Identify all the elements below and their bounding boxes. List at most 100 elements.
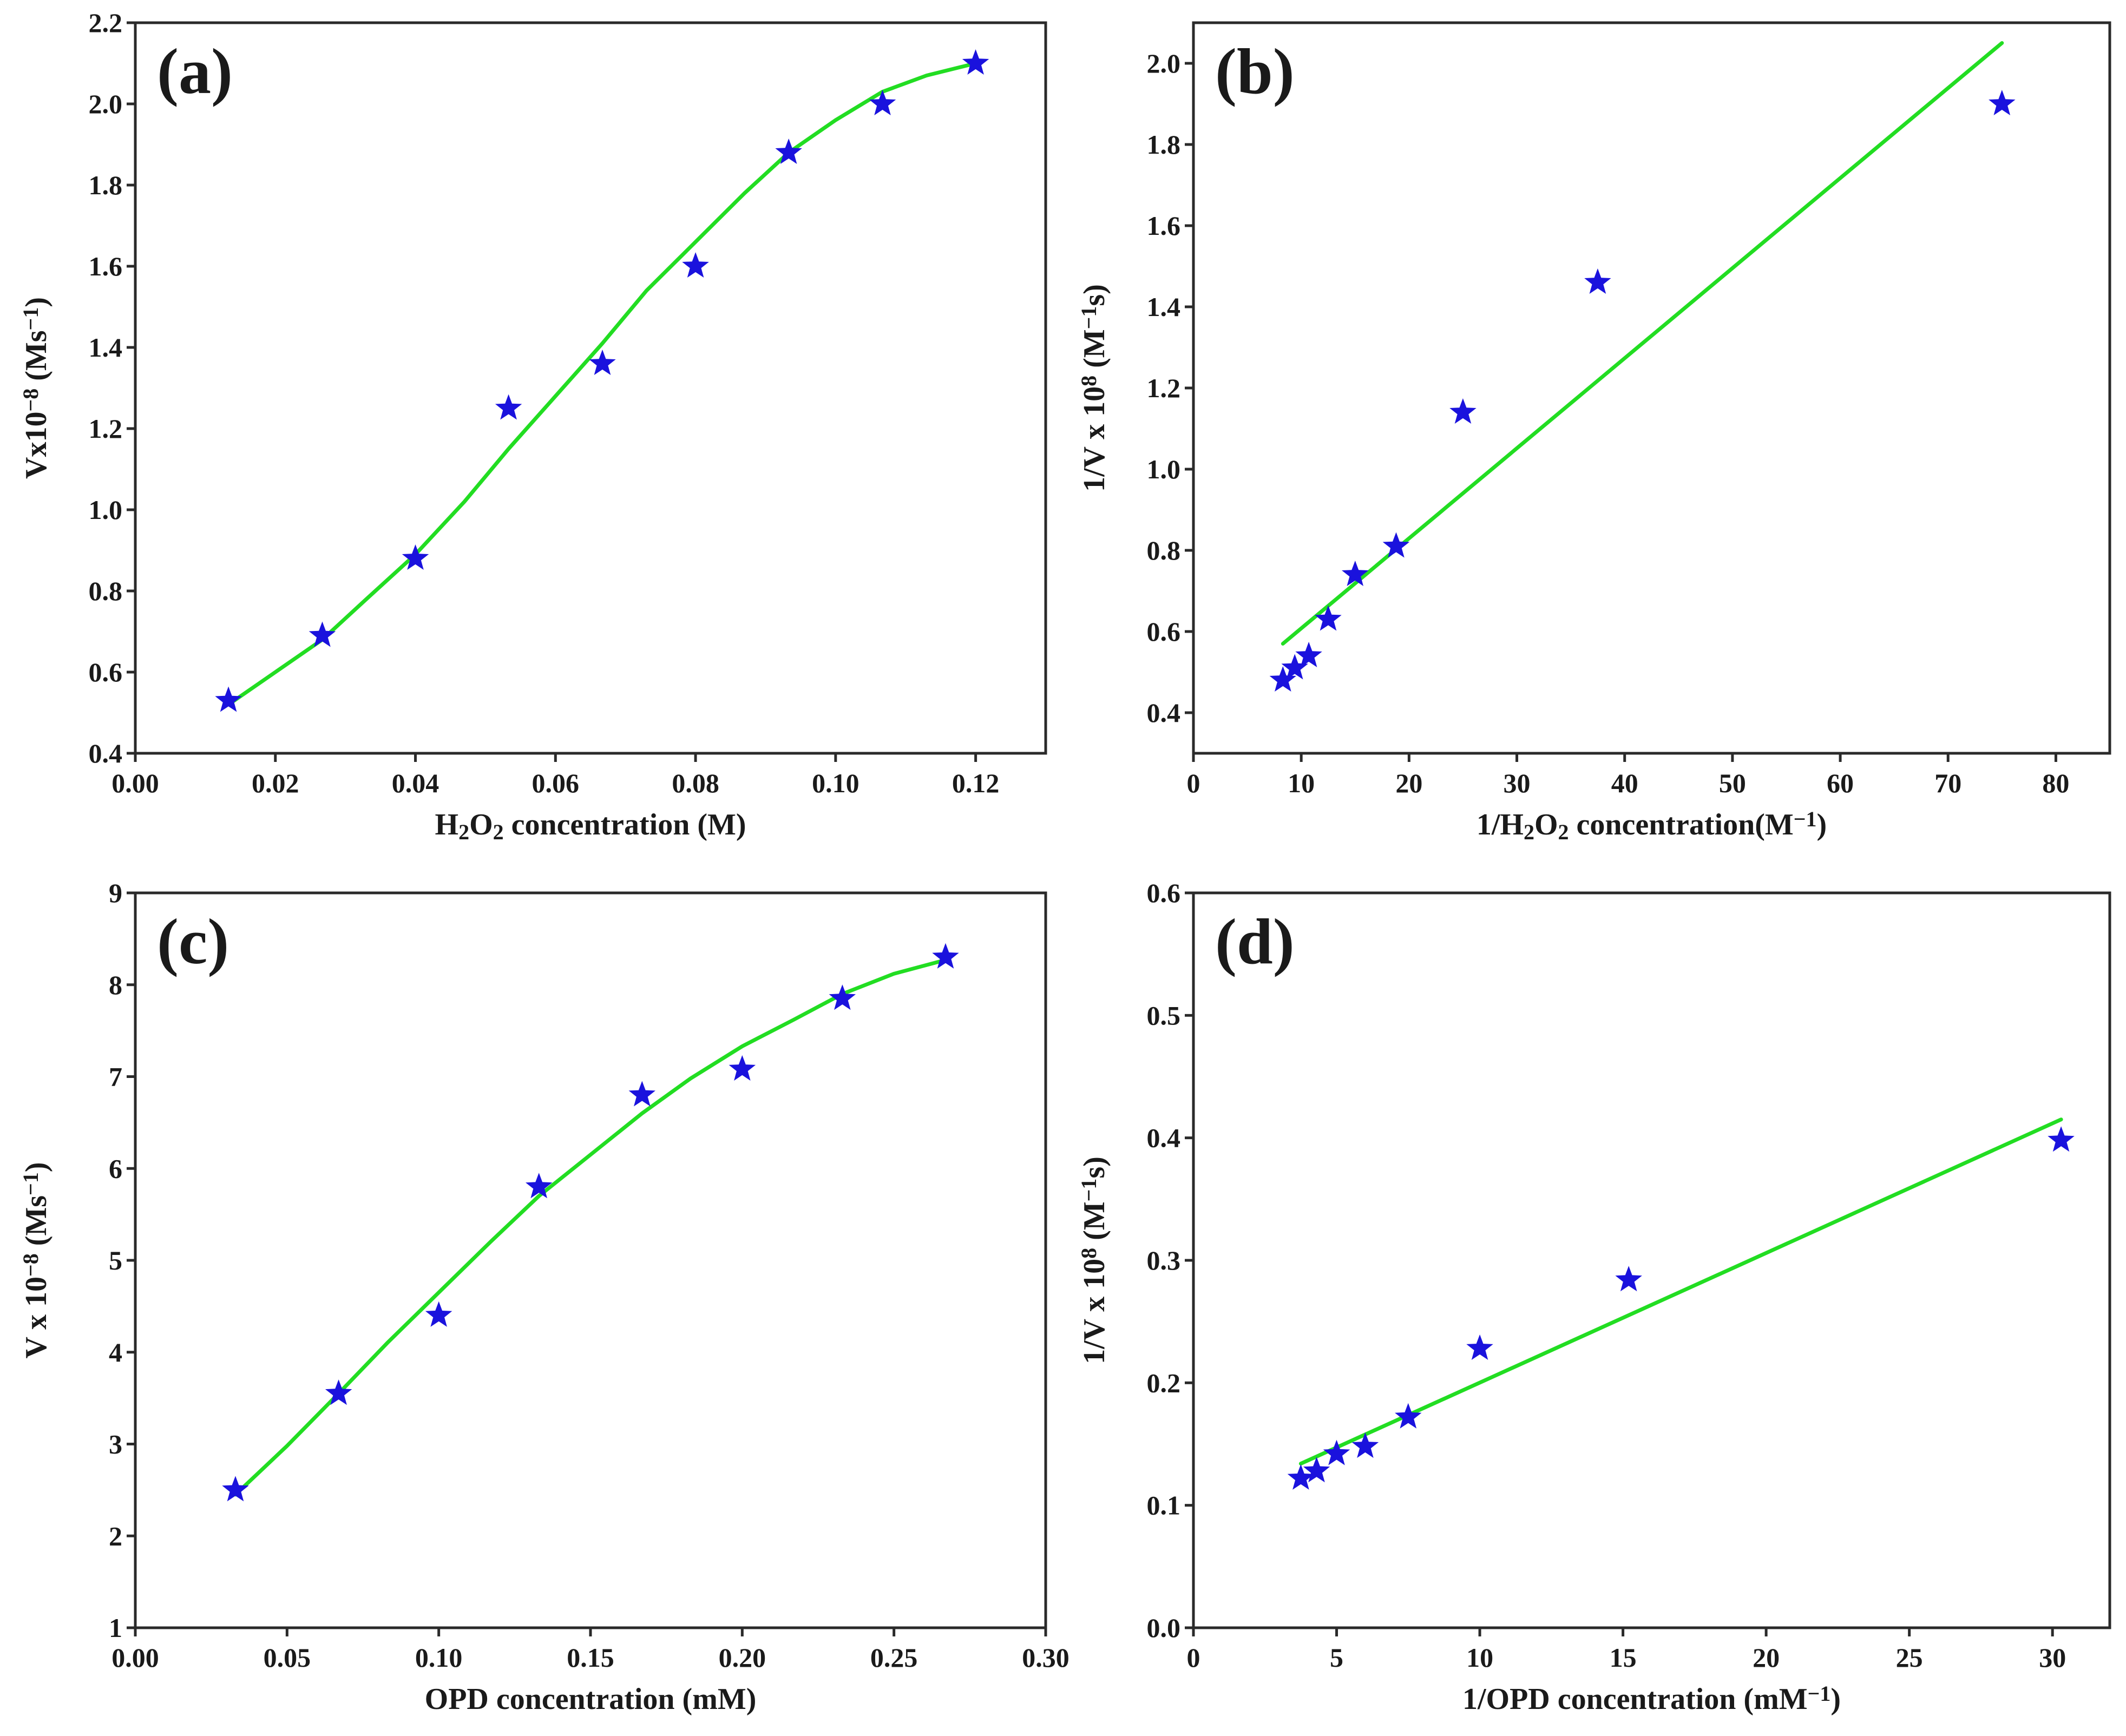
data-point: [932, 943, 959, 969]
y-tick-label: 0.4: [1147, 1123, 1181, 1153]
data-point: [775, 139, 802, 164]
xlabel-part: OPD concentration (mM): [425, 1682, 757, 1716]
x-tick-label: 10: [1466, 1642, 1493, 1673]
data-point: [1989, 90, 2016, 115]
y-tick-label: 2.0: [89, 89, 123, 119]
ylabel-part: −1: [18, 307, 43, 331]
x-tick-label: 80: [2042, 768, 2069, 798]
xlabel-part: ): [1817, 808, 1827, 841]
x-tick-label: 20: [1753, 1642, 1780, 1673]
y-tick-label: 7: [109, 1062, 122, 1092]
ylabel-part: 8: [1077, 376, 1101, 386]
xlabel-part: ): [1830, 1682, 1841, 1716]
ylabel-part: 8: [1077, 1248, 1101, 1259]
y-tick-label: 0.0: [1147, 1613, 1181, 1643]
y-axis-title: 1/V x 108 (M−1s): [1077, 1156, 1111, 1364]
y-tick-label: 0.2: [1147, 1367, 1181, 1398]
data-point: [402, 544, 429, 570]
y-tick-label: 2.2: [89, 8, 123, 38]
data-point: [628, 1081, 655, 1107]
data-point: [309, 621, 336, 647]
y-tick-label: 0.4: [89, 738, 123, 768]
y-axis-title: V x 10−8 (Ms−1): [18, 1162, 53, 1359]
data-point: [1584, 268, 1611, 294]
x-tick-label: 60: [1827, 768, 1854, 798]
data-point: [526, 1173, 553, 1199]
x-tick-label: 0.10: [812, 768, 859, 798]
x-axis-title: 1/H2O2 concentration(M−1): [1477, 807, 1827, 844]
x-tick-label: 50: [1719, 768, 1746, 798]
x-tick-label: 15: [1610, 1642, 1637, 1673]
xlabel-part: 2: [493, 820, 504, 844]
y-axis-title: Vx10−8 (Ms−1): [18, 297, 53, 479]
y-tick-label: 1: [109, 1613, 122, 1643]
x-axis-title: 1/OPD concentration (mM−1): [1462, 1681, 1841, 1716]
data-point: [1615, 1266, 1642, 1292]
y-tick-label: 2: [109, 1521, 122, 1551]
ylabel-part: (Ms: [19, 1195, 53, 1253]
ylabel-part: 1/V x 10: [1078, 386, 1111, 492]
chart-panel-a: 0.00 0.02 0.04 0.06 0.08 0.10 0.12 0.4 0.6 0.8 1.0…: [18, 8, 1047, 844]
y-tick-label: 8: [109, 970, 122, 1000]
y-tick-label: 9: [109, 878, 122, 908]
y-tick-label: 0.6: [1147, 616, 1181, 647]
data-point: [222, 1476, 249, 1502]
y-tick-label: 0.8: [1147, 535, 1181, 565]
y-tick-label: 6: [109, 1153, 122, 1183]
y-tick-label: 1.2: [89, 413, 123, 444]
xlabel-part: H: [435, 808, 459, 841]
y-tick-label: 1.2: [1147, 373, 1181, 403]
fit-line: [233, 958, 948, 1497]
ylabel-part: ): [19, 1162, 53, 1173]
x-tick-label: 0.25: [870, 1642, 918, 1673]
ylabel-part: (Ms: [19, 330, 53, 388]
x-tick-label: 25: [1896, 1642, 1923, 1673]
x-tick-label: 0.04: [392, 768, 439, 798]
x-tick-label: 0.20: [719, 1642, 766, 1673]
y-tick-label: 0.1: [1147, 1490, 1181, 1521]
y-tick-label: 1.4: [1147, 292, 1181, 322]
ylabel-part: ): [19, 297, 53, 307]
ylabel-part: −1: [18, 1172, 43, 1195]
x-tick-label: 0.08: [672, 768, 719, 798]
data-point: [1281, 654, 1308, 680]
data-point: [1295, 642, 1322, 667]
data-point: [682, 252, 709, 278]
y-tick-label: 0.6: [1147, 878, 1181, 908]
x-tick-label: 10: [1288, 768, 1315, 798]
ylabel-part: −1: [1077, 1179, 1101, 1202]
data-point: [1382, 532, 1410, 558]
data-point: [962, 49, 989, 75]
chart-panel-d: 0 5 10 15 20 25 30 0.0 0.1 0.2 0.3 0.4 0.5 0.6 1/OPD c…: [1077, 878, 2111, 1716]
xlabel-part: 2: [458, 820, 469, 844]
x-tick-label: 0.15: [567, 1642, 614, 1673]
data-point: [425, 1301, 452, 1327]
data-point: [1449, 398, 1477, 424]
ylabel-part: −8: [18, 1253, 43, 1277]
fit-line: [226, 61, 978, 707]
ylabel-part: 1/V x 10: [1078, 1259, 1111, 1364]
data-point: [325, 1379, 352, 1405]
ylabel-part: (M: [1078, 329, 1111, 376]
x-tick-label: 0.02: [252, 768, 299, 798]
y-tick-label: 2.0: [1147, 48, 1181, 78]
data-point: [1351, 1432, 1379, 1458]
x-tick-label: 30: [2039, 1642, 2066, 1673]
data-point: [1269, 666, 1296, 692]
data-point: [215, 686, 242, 712]
xlabel-part: O: [1534, 808, 1558, 841]
x-tick-label: 0: [1187, 768, 1200, 798]
panel-label-d: (d): [1215, 905, 1295, 977]
x-tick-label: 0.10: [415, 1642, 463, 1673]
x-tick-label: 0.05: [264, 1642, 311, 1673]
ylabel-part: −1: [1077, 306, 1101, 330]
data-point: [1303, 1457, 1330, 1483]
y-tick-label: 5: [109, 1245, 122, 1275]
x-tick-label: 0.00: [111, 1642, 159, 1673]
x-tick-label: 0.06: [532, 768, 580, 798]
y-tick-label: 1.6: [1147, 211, 1181, 241]
y-tick-label: 0.8: [89, 576, 123, 606]
xlabel-part: 1/H: [1477, 808, 1524, 841]
